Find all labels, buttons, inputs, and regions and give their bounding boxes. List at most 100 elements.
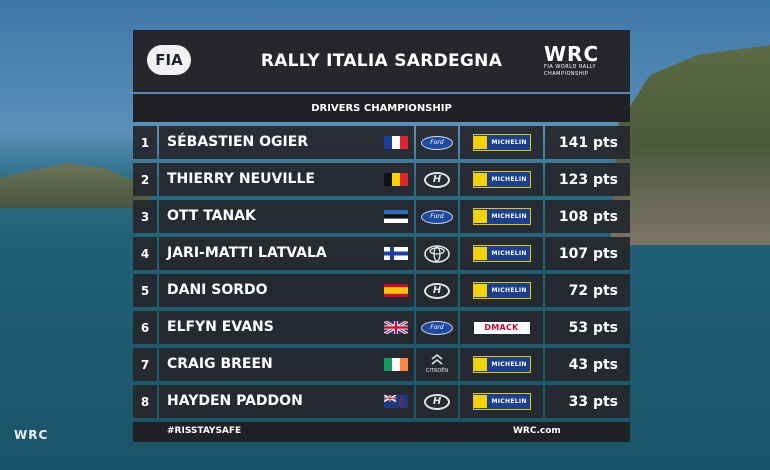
standings-row: 4 JARI-MATTI LATVALA MICHELIN 107 pts [133, 235, 630, 272]
united-kingdom-flag-icon [383, 319, 409, 336]
driver-cell: ELFYN EVANS [159, 311, 414, 344]
manufacturer-label: H [432, 396, 442, 407]
manufacturer-label: Ford [430, 213, 444, 220]
website: WRC.com [513, 426, 561, 436]
michelin-man-icon [473, 210, 488, 223]
tyre-cell: DMACK [460, 311, 543, 344]
manufacturer-cell [416, 237, 458, 270]
manufacturer-cell: Ford [416, 311, 458, 344]
tyre-cell: MICHELIN [460, 385, 543, 418]
manufacturer-cell: H [416, 274, 458, 307]
standings-row: 7 CRAIG BREEN CITROËN MICHELIN 43 pts [133, 346, 630, 383]
wrc-corner-logo: WRC [14, 428, 49, 442]
hashtag: #RISSTAYSAFE [167, 426, 242, 436]
standings-footer: #RISSTAYSAFE WRC.com [133, 422, 630, 442]
driver-points: 123 pts [545, 163, 630, 196]
michelin-logo-icon: MICHELIN [472, 245, 531, 262]
michelin-logo-icon: MICHELIN [472, 393, 531, 410]
standings-row: 3 OTT TANAK Ford MICHELIN 108 pts [133, 198, 630, 235]
manufacturer-label: Ford [430, 324, 444, 331]
wrc-logo-subtext: FIA WORLD RALLY CHAMPIONSHIP [544, 64, 597, 77]
driver-points: 43 pts [545, 348, 630, 381]
ford-logo-icon: Ford [421, 209, 453, 224]
standings-subtitle: DRIVERS CHAMPIONSHIP [133, 94, 630, 122]
michelin-logo-icon: MICHELIN [472, 356, 531, 373]
michelin-logo-icon: MICHELIN [472, 171, 531, 188]
row-position: 5 [133, 274, 157, 307]
hyundai-logo-icon: H [424, 393, 450, 410]
estonia-flag-icon [384, 210, 408, 223]
driver-name: HAYDEN PADDON [167, 393, 303, 409]
row-position: 6 [133, 311, 157, 344]
driver-points: 33 pts [545, 385, 630, 418]
ford-logo-icon: Ford [421, 320, 453, 335]
standings-row: 1 SÉBASTIEN OGIER Ford MICHELIN 141 pts [133, 124, 630, 161]
toyota-logo-icon [424, 244, 450, 263]
row-position: 7 [133, 348, 157, 381]
manufacturer-cell: CITROËN [416, 348, 458, 381]
tyre-label: MICHELIN [491, 139, 527, 146]
michelin-logo-icon: MICHELIN [472, 282, 531, 299]
manufacturer-cell: Ford [416, 200, 458, 233]
new-zealand-flag-icon [383, 394, 408, 408]
manufacturer-label: Ford [430, 139, 444, 146]
wrc-logo: WRC FIA WORLD RALLY CHAMPIONSHIP [544, 44, 616, 80]
manufacturer-cell: H [416, 163, 458, 196]
hyundai-logo-icon: H [424, 171, 450, 188]
standings-header: FIA RALLY ITALIA SARDEGNA WRC FIA WORLD … [133, 30, 630, 92]
driver-cell: SÉBASTIEN OGIER [159, 126, 414, 159]
driver-points: 108 pts [545, 200, 630, 233]
row-position: 3 [133, 200, 157, 233]
driver-cell: DANI SORDO [159, 274, 414, 307]
driver-name: SÉBASTIEN OGIER [167, 134, 309, 150]
driver-cell: THIERRY NEUVILLE [159, 163, 414, 196]
driver-name: ELFYN EVANS [167, 319, 274, 335]
spain-flag-icon [384, 284, 408, 297]
michelin-man-icon [473, 173, 488, 186]
michelin-man-icon [473, 358, 488, 371]
standings-row: 5 DANI SORDO H MICHELIN 72 pts [133, 272, 630, 309]
manufacturer-cell: H [416, 385, 458, 418]
michelin-man-icon [473, 395, 488, 408]
driver-cell: JARI-MATTI LATVALA [159, 237, 414, 270]
standings-row: 6 ELFYN EVANS Ford DMACK 53 pts [133, 309, 630, 346]
driver-cell: HAYDEN PADDON [159, 385, 414, 418]
hyundai-logo-icon: H [424, 282, 450, 299]
standings-row: 8 HAYDEN PADDON H MICHELIN 33 pts [133, 383, 630, 420]
dmack-logo-icon: DMACK [473, 321, 530, 334]
driver-name: DANI SORDO [167, 282, 268, 298]
tyre-cell: MICHELIN [460, 274, 543, 307]
driver-cell: OTT TANAK [159, 200, 414, 233]
row-position: 2 [133, 163, 157, 196]
michelin-man-icon [473, 284, 488, 297]
tyre-label: MICHELIN [491, 250, 527, 257]
driver-points: 53 pts [545, 311, 630, 344]
driver-points: 107 pts [545, 237, 630, 270]
event-title: RALLY ITALIA SARDEGNA [260, 51, 503, 71]
fia-logo: FIA [147, 45, 191, 75]
belgium-flag-icon [384, 173, 408, 186]
standings-panel: FIA RALLY ITALIA SARDEGNA WRC FIA WORLD … [133, 30, 630, 442]
tyre-label: MICHELIN [491, 287, 527, 294]
ireland-flag-icon [384, 358, 408, 371]
tyre-label: MICHELIN [491, 176, 527, 183]
tyre-cell: MICHELIN [460, 200, 543, 233]
standings-table: 1 SÉBASTIEN OGIER Ford MICHELIN 141 pts 2 THIE… [133, 124, 630, 420]
driver-name: OTT TANAK [167, 208, 256, 224]
tyre-cell: MICHELIN [460, 348, 543, 381]
driver-name: JARI-MATTI LATVALA [167, 245, 327, 261]
ford-logo-icon: Ford [421, 135, 453, 150]
finland-flag-icon [384, 247, 408, 260]
driver-cell: CRAIG BREEN [159, 348, 414, 381]
standings-row: 2 THIERRY NEUVILLE H MICHELIN 123 pts [133, 161, 630, 198]
driver-name: CRAIG BREEN [167, 356, 273, 372]
citroen-logo-icon: CITROËN [424, 353, 450, 376]
tyre-label: MICHELIN [491, 361, 527, 368]
row-position: 1 [133, 126, 157, 159]
driver-points: 72 pts [545, 274, 630, 307]
coastline-left [0, 163, 150, 208]
tyre-cell: MICHELIN [460, 126, 543, 159]
driver-name: THIERRY NEUVILLE [167, 171, 315, 187]
michelin-logo-icon: MICHELIN [472, 134, 531, 151]
manufacturer-label: H [432, 285, 442, 296]
